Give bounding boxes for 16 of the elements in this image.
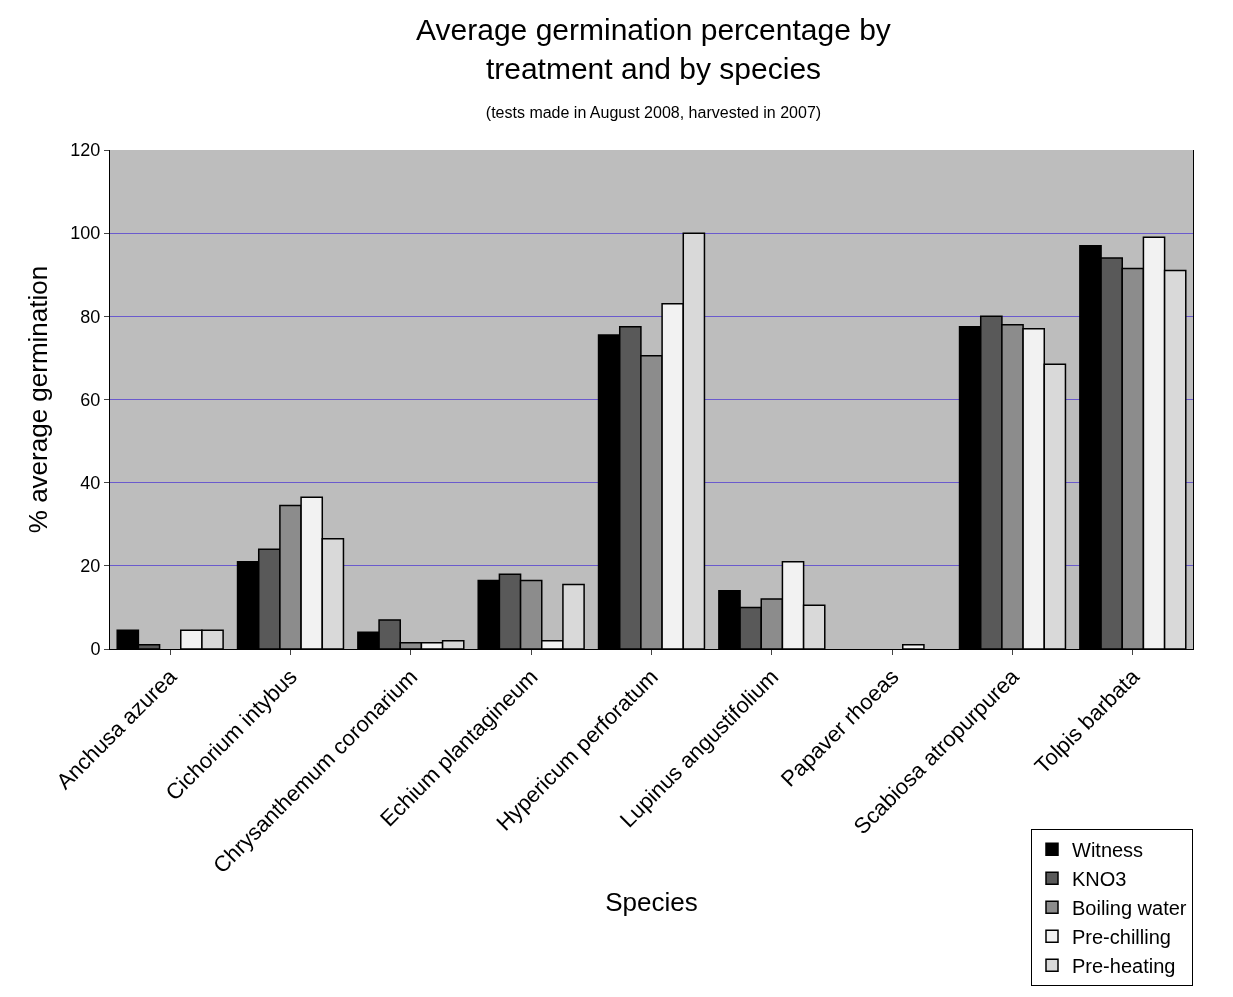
legend-label: Boiling water [1072,896,1187,919]
legend-label: KNO3 [1072,867,1127,890]
legend-label: Witness [1072,838,1144,861]
y-tick-label: 0 [90,639,101,660]
y-tick-label: 100 [70,223,101,244]
y-tick-label: 120 [70,140,101,161]
y-tick-label: 40 [80,472,101,493]
legend-label: Pre-heating [1072,954,1176,977]
y-tick-label: 60 [80,389,101,410]
y-tick-label: 80 [80,306,101,327]
legend-label: Pre-chilling [1072,925,1171,948]
y-tick-label: 20 [80,556,101,577]
x-axis-title: Species [605,886,698,917]
chart-subtitle: (tests made in August 2008, harvested in 2007) [485,103,822,121]
y-axis-title: % average germination [22,265,53,534]
chart-title: Average germination percentage by treatment and by species [416,12,891,85]
